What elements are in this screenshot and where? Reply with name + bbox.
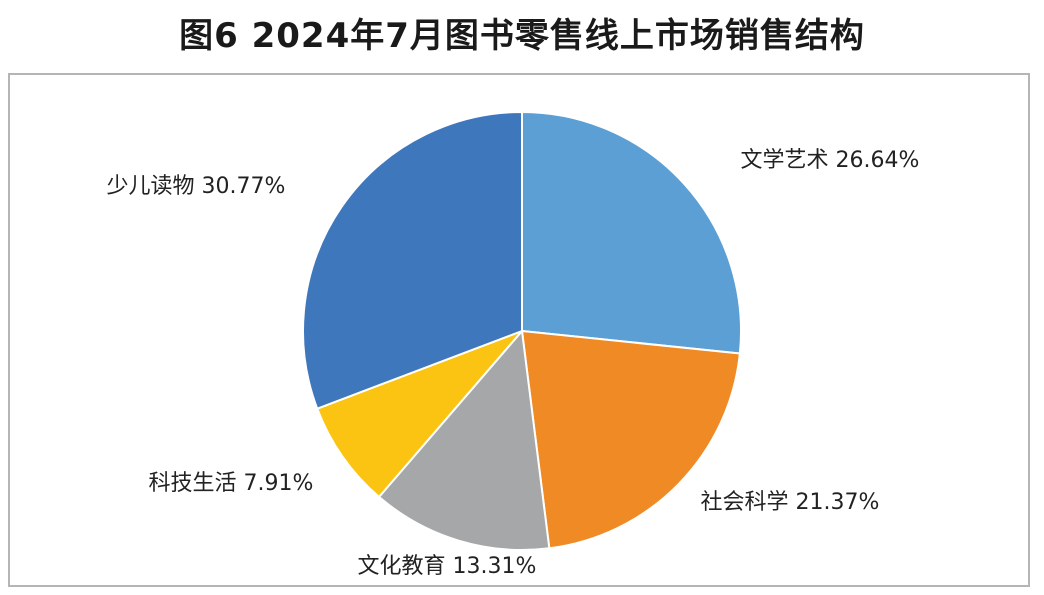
slice-label: 科技生活 7.91% (149, 471, 314, 496)
chart-title: 图6 2024年7月图书零售线上市场销售结构 (179, 16, 865, 56)
slice-label: 社会科学 21.37% (701, 490, 880, 515)
slice-labels: 文学艺术 26.64% 社会科学 21.37% 文化教育 13.31% 科技生活 7.… (107, 148, 920, 579)
slice-label: 文化教育 13.31% (358, 554, 537, 579)
pie-slices (302, 110, 742, 551)
pie-slice (377, 328, 551, 551)
pie-slice (302, 110, 523, 410)
pie-slice (521, 110, 742, 355)
pie-slice (520, 329, 741, 550)
pie-slice (315, 330, 523, 499)
slice-label: 文学艺术 26.64% (741, 148, 920, 173)
slice-label: 少儿读物 30.77% (107, 174, 286, 199)
